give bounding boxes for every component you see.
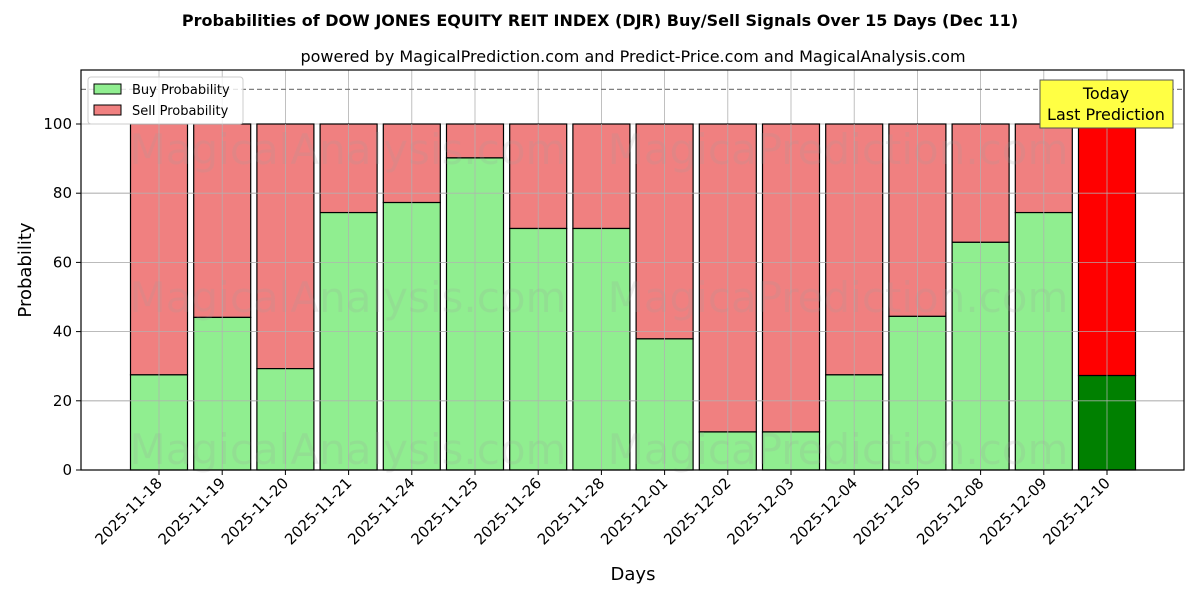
chart-title: Probabilities of DOW JONES EQUITY REIT I… <box>182 11 1018 30</box>
x-tick-label: 2025-12-01 <box>597 474 671 548</box>
annotation-line2: Last Prediction <box>1047 105 1165 124</box>
watermark-text: MagicalAnalysis.com <box>130 125 567 174</box>
x-tick-label: 2025-11-19 <box>155 474 229 548</box>
y-tick-label: 40 <box>53 323 72 341</box>
x-tick-label: 2025-12-05 <box>850 474 924 548</box>
today-annotation: Today Last Prediction <box>1039 79 1174 129</box>
watermark-text: MagicaPrediction.com <box>608 273 1069 322</box>
y-axis-label: Probability <box>15 222 36 317</box>
watermark-text: MagicalAnalysis.com <box>130 273 567 322</box>
watermarks: MagicalAnalysis.com MagicaPrediction.com M… <box>130 125 1069 474</box>
x-tick-label: 2025-11-26 <box>471 474 545 548</box>
legend: Buy Probability Sell Probability <box>87 76 244 125</box>
x-tick-label: 2025-12-04 <box>787 474 861 548</box>
y-tick-label: 100 <box>43 115 72 133</box>
watermark-text: MagicaPrediction.com <box>608 425 1069 474</box>
y-tick-label: 0 <box>62 461 72 479</box>
y-tick-label: 60 <box>53 253 72 271</box>
x-tick-label: 2025-11-21 <box>281 474 355 548</box>
x-axis-ticks: 2025-11-182025-11-192025-11-202025-11-21… <box>91 470 1114 548</box>
annotation-box <box>1039 79 1174 129</box>
legend-sell-swatch <box>93 104 122 116</box>
legend-buy-label: Buy Probability <box>132 83 230 98</box>
x-tick-label: 2025-11-25 <box>407 474 481 548</box>
x-tick-label: 2025-12-02 <box>660 474 734 548</box>
x-tick-label: 2025-12-08 <box>913 474 987 548</box>
y-tick-label: 80 <box>53 184 72 202</box>
x-tick-label: 2025-11-24 <box>344 474 418 548</box>
legend-sell-label: Sell Probability <box>132 104 229 119</box>
x-tick-label: 2025-11-18 <box>91 474 165 548</box>
watermark-text: MagicalAnalysis.com <box>130 425 567 474</box>
legend-box <box>87 76 244 125</box>
x-axis-label: Days <box>611 564 656 585</box>
y-tick-label: 20 <box>53 392 72 410</box>
x-tick-label: 2025-11-20 <box>218 474 292 548</box>
watermark-text: MagicaPrediction.com <box>608 125 1069 174</box>
x-tick-label: 2025-12-10 <box>1039 474 1113 548</box>
bars <box>81 123 1184 471</box>
legend-buy-swatch <box>93 83 122 95</box>
x-tick-label: 2025-12-03 <box>723 474 797 548</box>
y-axis-ticks: 0 20 40 60 80 100 <box>43 115 81 479</box>
chart-subtitle: powered by MagicalPrediction.com and Pre… <box>300 47 965 66</box>
x-tick-label: 2025-11-28 <box>534 474 608 548</box>
x-tick-label: 2025-12-09 <box>976 474 1050 548</box>
plot-frame <box>80 69 1185 471</box>
annotation-line1: Today <box>1082 84 1129 103</box>
